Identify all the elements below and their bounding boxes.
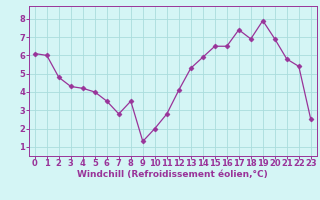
- X-axis label: Windchill (Refroidissement éolien,°C): Windchill (Refroidissement éolien,°C): [77, 170, 268, 179]
